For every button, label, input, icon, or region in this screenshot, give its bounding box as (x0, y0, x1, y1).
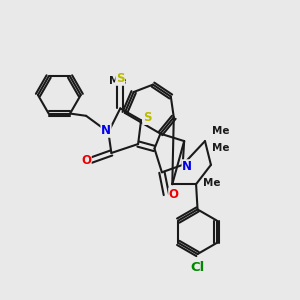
Text: Me: Me (109, 76, 126, 86)
Text: Me: Me (212, 143, 230, 154)
Text: N: N (182, 160, 192, 173)
Text: Me: Me (202, 178, 220, 188)
Text: S: S (143, 111, 151, 124)
Text: S: S (116, 72, 124, 85)
Text: O: O (169, 188, 179, 201)
Text: Me: Me (212, 126, 230, 136)
Text: O: O (81, 154, 91, 167)
Text: Cl: Cl (190, 262, 205, 275)
Text: N: N (101, 124, 111, 137)
